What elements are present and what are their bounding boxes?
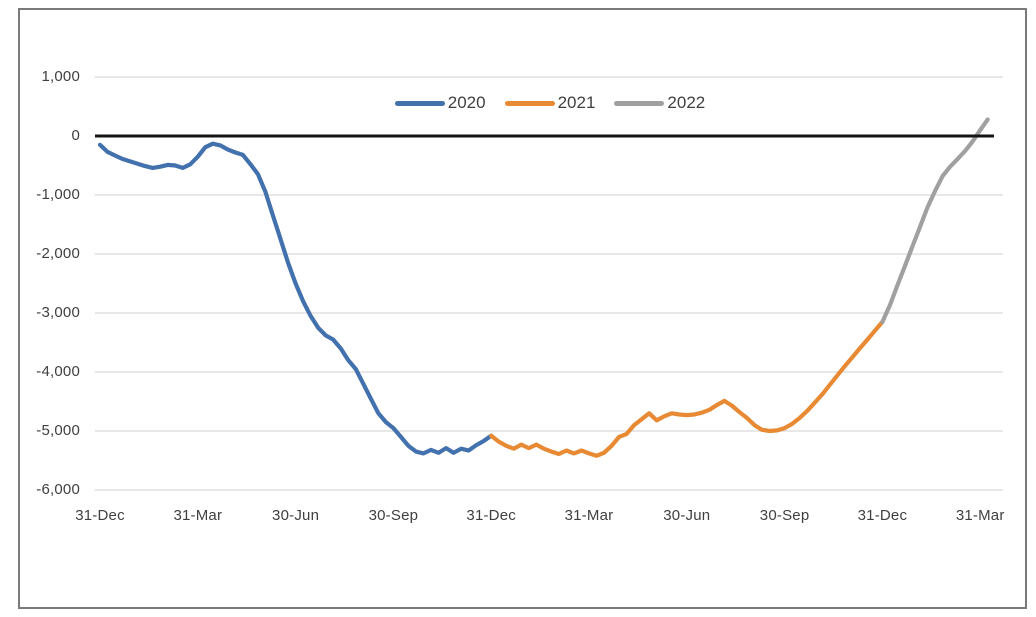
x-axis-tick-label: 30-Sep: [759, 507, 810, 524]
legend-item-2022: 2022: [614, 94, 705, 112]
x-axis-tick-label: 31-Dec: [466, 507, 516, 524]
legend-item-2020: 2020: [394, 93, 486, 112]
x-axis-tick-label: 30-Sep: [368, 507, 419, 524]
y-axis-tick-label: 1,000: [41, 68, 80, 85]
legend-label-2020: 2020: [447, 93, 486, 112]
x-axis-tick-label: 31-Mar: [564, 507, 614, 524]
legend-item-2021: 2021: [504, 93, 596, 112]
x-axis-tick-label: 30-Jun: [663, 507, 711, 524]
chart-border-frame: [18, 8, 1027, 609]
series-line-2021: [489, 319, 885, 458]
y-axis-tick-label: -5,000: [36, 422, 80, 439]
chart-legend: 2020 2021 2022: [95, 93, 1005, 113]
y-axis-tick-label: -2,000: [36, 245, 80, 262]
series-line-2020: [97, 141, 494, 456]
legend-line-swatch-2022: [614, 100, 665, 106]
x-axis-tick-label: 30-Jun: [272, 507, 320, 524]
legend-line-swatch-2021: [504, 100, 555, 106]
x-axis-tick-label: 31-Dec: [75, 507, 125, 524]
legend-label-2022: 2022: [667, 93, 706, 112]
legend-line-swatch-2020: [394, 100, 445, 106]
x-axis-tick-label: 31-Mar: [173, 507, 223, 524]
y-axis-tick-label: -4,000: [36, 363, 80, 380]
legend-label-2021: 2021: [557, 93, 596, 112]
x-axis-tick-label: 31-Dec: [857, 507, 908, 524]
y-axis-tick-label: -6,000: [36, 481, 80, 498]
series-line-2022: [880, 117, 990, 324]
y-axis-tick-label: -1,000: [36, 186, 80, 203]
y-axis-tick-label: -3,000: [36, 304, 80, 321]
x-axis-tick-label: 31-Mar: [955, 507, 1005, 524]
y-axis-tick-label: 0: [71, 127, 80, 144]
